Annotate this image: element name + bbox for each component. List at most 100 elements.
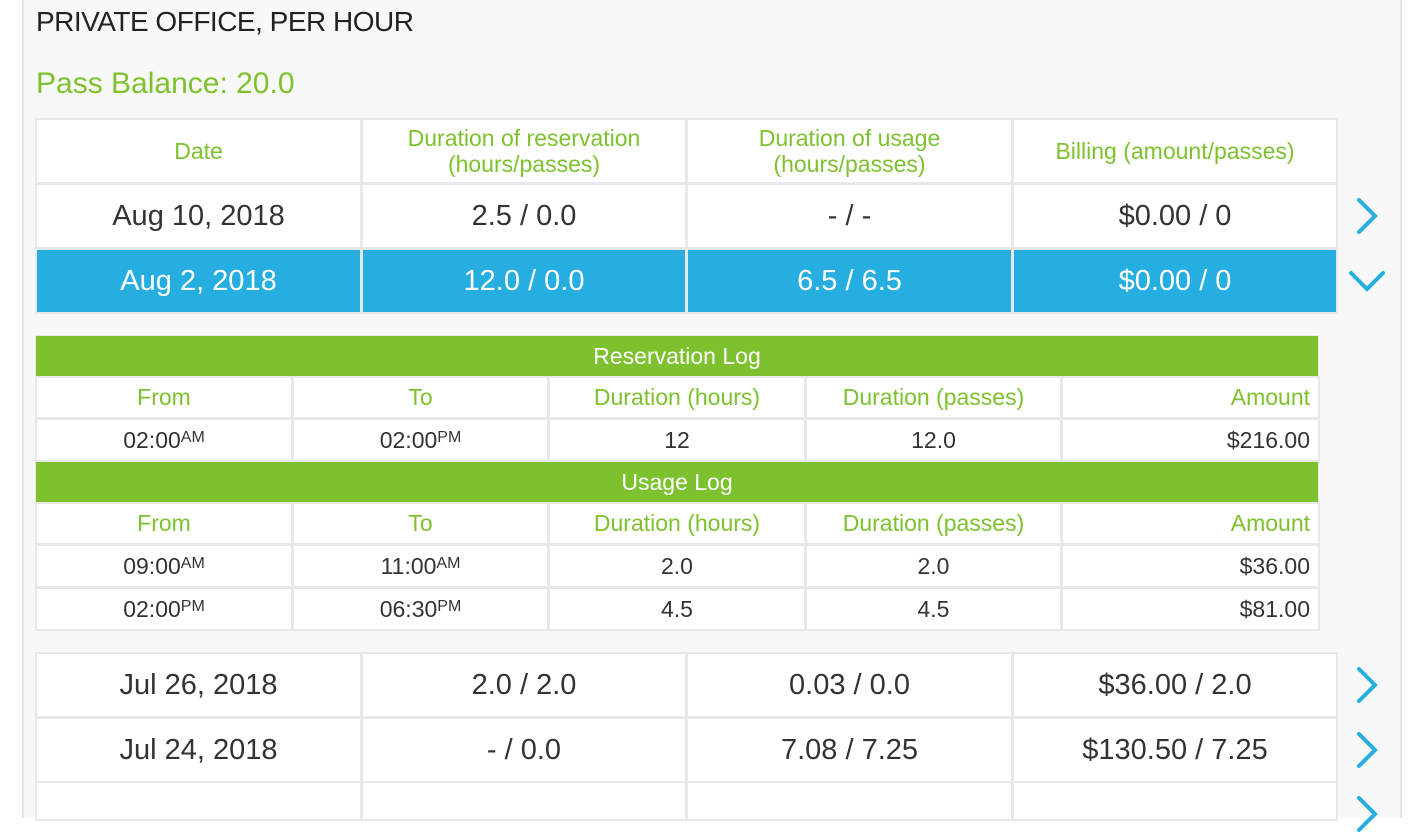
- main-row-0-cell-2-text: - / -: [827, 199, 872, 232]
- reservation_log-row-0-cell-3-text: 12.0: [911, 426, 956, 453]
- main-header-1: Duration of reservation (hours/passes): [361, 118, 687, 184]
- time-meridiem: AM: [436, 555, 461, 572]
- usage_log-header-4-text: Amount: [1230, 510, 1310, 536]
- reservation_log-row-0-cell-4: $216.00: [1061, 418, 1320, 462]
- main-row-2-cell-0-text: Jul 26, 2018: [119, 668, 278, 701]
- reservation_log-header-1-text: To: [408, 384, 433, 410]
- reservation_log-header-2: Duration (hours): [548, 376, 806, 419]
- reservation_log-header-4-text: Amount: [1230, 384, 1310, 410]
- main-row-3-cell-0[interactable]: Jul 24, 2018: [35, 717, 362, 783]
- main-row-0-cell-0-text: Aug 10, 2018: [112, 199, 285, 232]
- reservation_log-header-2-text: Duration (hours): [593, 384, 761, 410]
- usage_log-title: Usage Log: [35, 461, 1319, 503]
- time-meridiem: AM: [180, 555, 205, 572]
- chevron-right-icon[interactable]: [1347, 665, 1387, 705]
- main-row-1-cell-2-text: 6.5 / 6.5: [797, 264, 902, 297]
- main-row-0-cell-2[interactable]: - / -: [686, 183, 1013, 249]
- usage_log-title-text: Usage Log: [621, 468, 733, 495]
- usage_log-row-0-cell-3-text: 2.0: [917, 552, 950, 579]
- usage_log-row-0-cell-4-text: $36.00: [1239, 552, 1310, 579]
- pass-balance: Pass Balance: 20.0: [36, 67, 295, 100]
- main-row-3-cell-3-text: $130.50 / 7.25: [1082, 733, 1268, 766]
- main-row-partial-cell-1[interactable]: [361, 781, 687, 821]
- reservation_log-header-3: Duration (passes): [805, 376, 1062, 419]
- usage_log-header-3: Duration (passes): [805, 502, 1062, 545]
- reservation_log-header-0-text: From: [137, 384, 191, 410]
- main-row-0-cell-1-text: 2.5 / 0.0: [471, 199, 577, 232]
- main-header-3: Billing (amount/passes): [1012, 118, 1338, 184]
- main-header-1-text: Duration of reservation (hours/passes): [407, 125, 641, 177]
- main-header-3-text: Billing (amount/passes): [1055, 138, 1295, 164]
- main-row-3-cell-1-text: - / 0.0: [486, 733, 562, 766]
- main-row-1-cell-0-text: Aug 2, 2018: [120, 264, 277, 297]
- main-row-partial-cell-3[interactable]: [1012, 781, 1338, 821]
- main-row-0-cell-3[interactable]: $0.00 / 0: [1012, 183, 1338, 249]
- main-row-0-cell-0[interactable]: Aug 10, 2018: [35, 183, 362, 249]
- main-row-0-cell-1[interactable]: 2.5 / 0.0: [361, 183, 687, 249]
- main-row-3-cell-0-text: Jul 24, 2018: [119, 733, 278, 766]
- main-row-1-cell-3-text: $0.00 / 0: [1118, 264, 1232, 297]
- main-row-2-cell-2[interactable]: 0.03 / 0.0: [686, 652, 1013, 718]
- usage_log-row-1-cell-4: $81.00: [1061, 587, 1320, 631]
- time-value: 11:00: [380, 552, 437, 579]
- reservation_log-row-0-cell-1: 02:00 PM: [292, 418, 549, 462]
- usage_log-header-0-text: From: [137, 510, 191, 536]
- reservation_log-row-0-cell-4-text: $216.00: [1226, 426, 1310, 453]
- reservation_log-title: Reservation Log: [35, 335, 1319, 377]
- reservation_log-title-text: Reservation Log: [593, 342, 761, 369]
- usage_log-header-3-text: Duration (passes): [842, 510, 1025, 536]
- usage_log-row-0-cell-2-text: 2.0: [661, 552, 693, 579]
- main-row-3-cell-3[interactable]: $130.50 / 7.25: [1012, 717, 1338, 783]
- chevron-right-icon[interactable]: [1347, 196, 1387, 236]
- main-row-2-cell-3[interactable]: $36.00 / 2.0: [1012, 652, 1338, 718]
- usage_log-row-1-cell-4-text: $81.00: [1239, 595, 1310, 622]
- usage_log-row-0-cell-0: 09:00 AM: [35, 544, 293, 588]
- reservation_log-row-0-cell-0: 02:00 AM: [35, 418, 293, 462]
- time-meridiem: AM: [180, 429, 205, 446]
- main-row-2-cell-1-text: 2.0 / 2.0: [471, 668, 577, 701]
- reservation_log-row-0-cell-3: 12.0: [805, 418, 1062, 462]
- usage_log-header-2-text: Duration (hours): [593, 510, 761, 536]
- chevron-down-icon[interactable]: [1347, 261, 1387, 301]
- main-header-2: Duration of usage (hours/passes): [686, 118, 1013, 184]
- chevron-right-icon[interactable]: [1347, 730, 1387, 770]
- main-header-2-text: Duration of usage (hours/passes): [758, 125, 941, 177]
- main-row-partial-cell-2[interactable]: [686, 781, 1013, 821]
- usage_log-row-1-cell-1: 06:30 PM: [292, 587, 549, 631]
- usage_log-row-1-cell-2: 4.5: [548, 587, 806, 631]
- usage_log-row-1-cell-2-text: 4.5: [661, 595, 693, 622]
- main-row-1-cell-1-text: 12.0 / 0.0: [463, 264, 585, 297]
- main-row-2-cell-0[interactable]: Jul 26, 2018: [35, 652, 362, 718]
- main-row-1-cell-1[interactable]: 12.0 / 0.0: [361, 248, 687, 314]
- main-row-1-cell-3[interactable]: $0.00 / 0: [1012, 248, 1338, 314]
- time-meridiem: PM: [437, 598, 462, 615]
- main-row-2-cell-2-text: 0.03 / 0.0: [789, 668, 910, 701]
- time-meridiem: PM: [180, 598, 205, 615]
- usage_log-header-2: Duration (hours): [548, 502, 806, 545]
- main-row-2-cell-3-text: $36.00 / 2.0: [1098, 668, 1252, 701]
- main-row-1-cell-0[interactable]: Aug 2, 2018: [35, 248, 362, 314]
- chevron-right-icon[interactable]: [1347, 794, 1387, 834]
- time-meridiem: PM: [437, 429, 462, 446]
- main-row-2-cell-1[interactable]: 2.0 / 2.0: [361, 652, 687, 718]
- usage_log-header-0: From: [35, 502, 293, 545]
- usage_log-row-0-cell-2: 2.0: [548, 544, 806, 588]
- usage_log-row-0-cell-3: 2.0: [805, 544, 1062, 588]
- main-row-3-cell-1[interactable]: - / 0.0: [361, 717, 687, 783]
- main-row-3-cell-2[interactable]: 7.08 / 7.25: [686, 717, 1013, 783]
- main-row-3-cell-2-text: 7.08 / 7.25: [780, 733, 919, 766]
- reservation_log-header-3-text: Duration (passes): [842, 384, 1025, 410]
- main-header-0-text: Date: [174, 138, 223, 164]
- reservation_log-row-0-cell-2: 12: [548, 418, 806, 462]
- usage_log-row-0-cell-4: $36.00: [1061, 544, 1320, 588]
- usage_log-row-1-cell-3: 4.5: [805, 587, 1062, 631]
- reservation_log-header-1: To: [292, 376, 549, 419]
- main-row-0-cell-3-text: $0.00 / 0: [1118, 199, 1232, 232]
- usage_log-header-4: Amount: [1061, 502, 1320, 545]
- main-row-partial-cell-0[interactable]: [35, 781, 362, 821]
- usage_log-row-1-cell-0: 02:00 PM: [35, 587, 293, 631]
- time-value: 06:30: [379, 595, 438, 622]
- time-value: 02:00: [123, 426, 181, 453]
- main-row-1-cell-2[interactable]: 6.5 / 6.5: [686, 248, 1013, 314]
- page-title: PRIVATE OFFICE, PER HOUR: [36, 6, 414, 37]
